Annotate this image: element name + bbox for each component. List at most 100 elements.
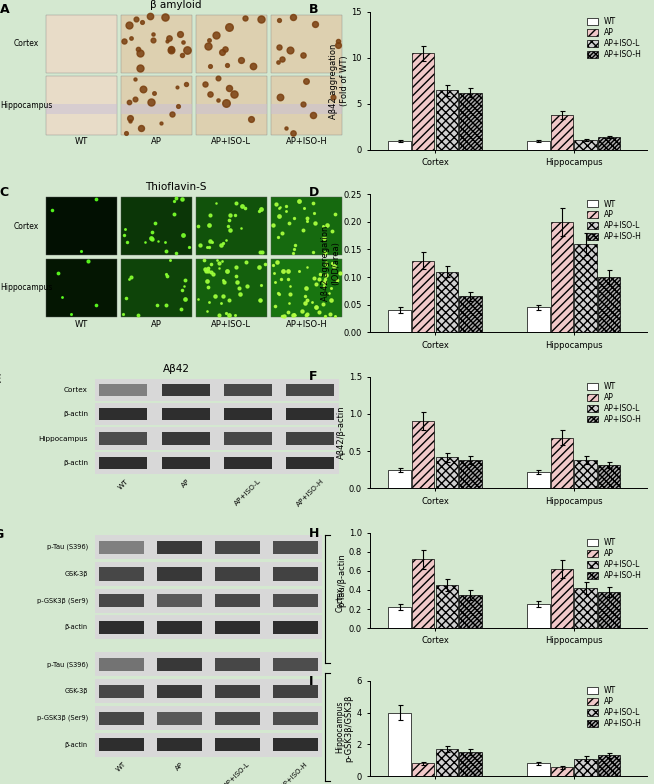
Bar bbox=[388, 607, 411, 628]
Bar bbox=[574, 759, 596, 776]
Bar bbox=[412, 53, 434, 150]
Text: WT: WT bbox=[115, 761, 128, 773]
Text: β-actin: β-actin bbox=[63, 412, 88, 417]
Text: Cortex: Cortex bbox=[64, 387, 88, 393]
Bar bbox=[95, 535, 322, 559]
Bar bbox=[273, 568, 317, 580]
Bar bbox=[459, 460, 481, 488]
Bar bbox=[162, 457, 209, 469]
Bar bbox=[99, 658, 144, 671]
Bar bbox=[574, 460, 596, 488]
Bar bbox=[436, 457, 458, 488]
Bar bbox=[273, 712, 317, 724]
Bar bbox=[412, 764, 434, 776]
Bar bbox=[157, 621, 201, 634]
Bar bbox=[273, 621, 317, 634]
Bar bbox=[551, 569, 573, 628]
Text: AP: AP bbox=[151, 320, 162, 328]
Bar bbox=[215, 712, 260, 724]
Bar bbox=[598, 277, 620, 332]
Bar bbox=[99, 408, 147, 420]
Bar bbox=[99, 541, 144, 554]
Bar bbox=[157, 739, 201, 751]
Bar bbox=[551, 115, 573, 150]
Bar bbox=[95, 403, 339, 426]
Bar bbox=[224, 408, 272, 420]
Bar bbox=[412, 421, 434, 488]
Legend: WT, AP, AP+ISO-L, AP+ISO-H: WT, AP, AP+ISO-L, AP+ISO-H bbox=[586, 16, 644, 60]
Bar bbox=[574, 588, 596, 628]
Text: p-Tau (S396): p-Tau (S396) bbox=[46, 661, 88, 668]
Text: D: D bbox=[309, 186, 319, 199]
Bar bbox=[99, 433, 147, 445]
Text: WT: WT bbox=[117, 478, 129, 490]
Bar bbox=[436, 90, 458, 150]
Bar bbox=[388, 713, 411, 776]
Legend: WT, AP, AP+ISO-L, AP+ISO-H: WT, AP, AP+ISO-L, AP+ISO-H bbox=[586, 198, 644, 243]
Bar bbox=[598, 137, 620, 150]
Bar bbox=[224, 384, 272, 396]
Text: p-Tau (S396): p-Tau (S396) bbox=[46, 544, 88, 550]
Bar bbox=[286, 433, 334, 445]
Bar bbox=[157, 568, 201, 580]
Bar bbox=[273, 594, 317, 608]
Bar bbox=[551, 222, 573, 332]
Bar bbox=[99, 384, 147, 396]
Text: AP: AP bbox=[151, 137, 162, 146]
Text: AP+ISO-L: AP+ISO-L bbox=[211, 137, 251, 146]
Text: Hippocampus: Hippocampus bbox=[39, 435, 88, 441]
Bar bbox=[436, 749, 458, 776]
Text: AP+ISO-H: AP+ISO-H bbox=[286, 137, 328, 146]
Text: GSK-3β: GSK-3β bbox=[64, 688, 88, 694]
Bar bbox=[273, 684, 317, 698]
Bar bbox=[99, 594, 144, 608]
Bar bbox=[215, 541, 260, 554]
Bar bbox=[215, 684, 260, 698]
Bar bbox=[271, 103, 342, 114]
Bar bbox=[527, 472, 549, 488]
Text: Hippocampus: Hippocampus bbox=[0, 101, 52, 110]
Bar bbox=[527, 604, 549, 628]
Text: I: I bbox=[309, 675, 314, 688]
Text: F: F bbox=[309, 370, 318, 383]
Bar bbox=[224, 457, 272, 469]
Text: WT: WT bbox=[75, 320, 88, 328]
Bar bbox=[99, 712, 144, 724]
Legend: WT, AP, AP+ISO-L, AP+ISO-H: WT, AP, AP+ISO-L, AP+ISO-H bbox=[586, 380, 644, 425]
Bar bbox=[286, 457, 334, 469]
Bar bbox=[551, 437, 573, 488]
Bar bbox=[224, 433, 272, 445]
Y-axis label: Aβ42 aggregation
(IOD/area): Aβ42 aggregation (IOD/area) bbox=[321, 226, 341, 301]
Bar bbox=[121, 103, 192, 114]
Bar bbox=[527, 141, 549, 150]
Bar bbox=[157, 658, 201, 671]
Text: Hippocampus: Hippocampus bbox=[336, 701, 344, 753]
Bar bbox=[215, 739, 260, 751]
Bar bbox=[388, 310, 411, 332]
Y-axis label: Aβ42/β-actin: Aβ42/β-actin bbox=[337, 405, 346, 459]
Bar bbox=[459, 595, 481, 628]
Title: β amyloid: β amyloid bbox=[150, 0, 202, 9]
Bar bbox=[459, 296, 481, 332]
Bar bbox=[196, 103, 267, 114]
Text: WT: WT bbox=[75, 137, 88, 146]
Text: H: H bbox=[309, 527, 320, 540]
Bar bbox=[598, 592, 620, 628]
Bar bbox=[99, 739, 144, 751]
Bar bbox=[157, 541, 201, 554]
Title: Aβ42: Aβ42 bbox=[162, 365, 190, 375]
Bar bbox=[95, 589, 322, 612]
Bar bbox=[598, 756, 620, 776]
Bar bbox=[95, 452, 339, 474]
Bar bbox=[436, 585, 458, 628]
Bar bbox=[598, 465, 620, 488]
Bar bbox=[459, 753, 481, 776]
Text: Hippocampus: Hippocampus bbox=[0, 284, 52, 292]
Text: AP+ISO-H: AP+ISO-H bbox=[281, 761, 309, 784]
Text: AP+ISO-L: AP+ISO-L bbox=[224, 761, 251, 784]
Bar bbox=[459, 93, 481, 150]
Text: β-actin: β-actin bbox=[65, 624, 88, 630]
Bar bbox=[95, 562, 322, 586]
Bar bbox=[95, 652, 322, 677]
Bar bbox=[95, 679, 322, 703]
